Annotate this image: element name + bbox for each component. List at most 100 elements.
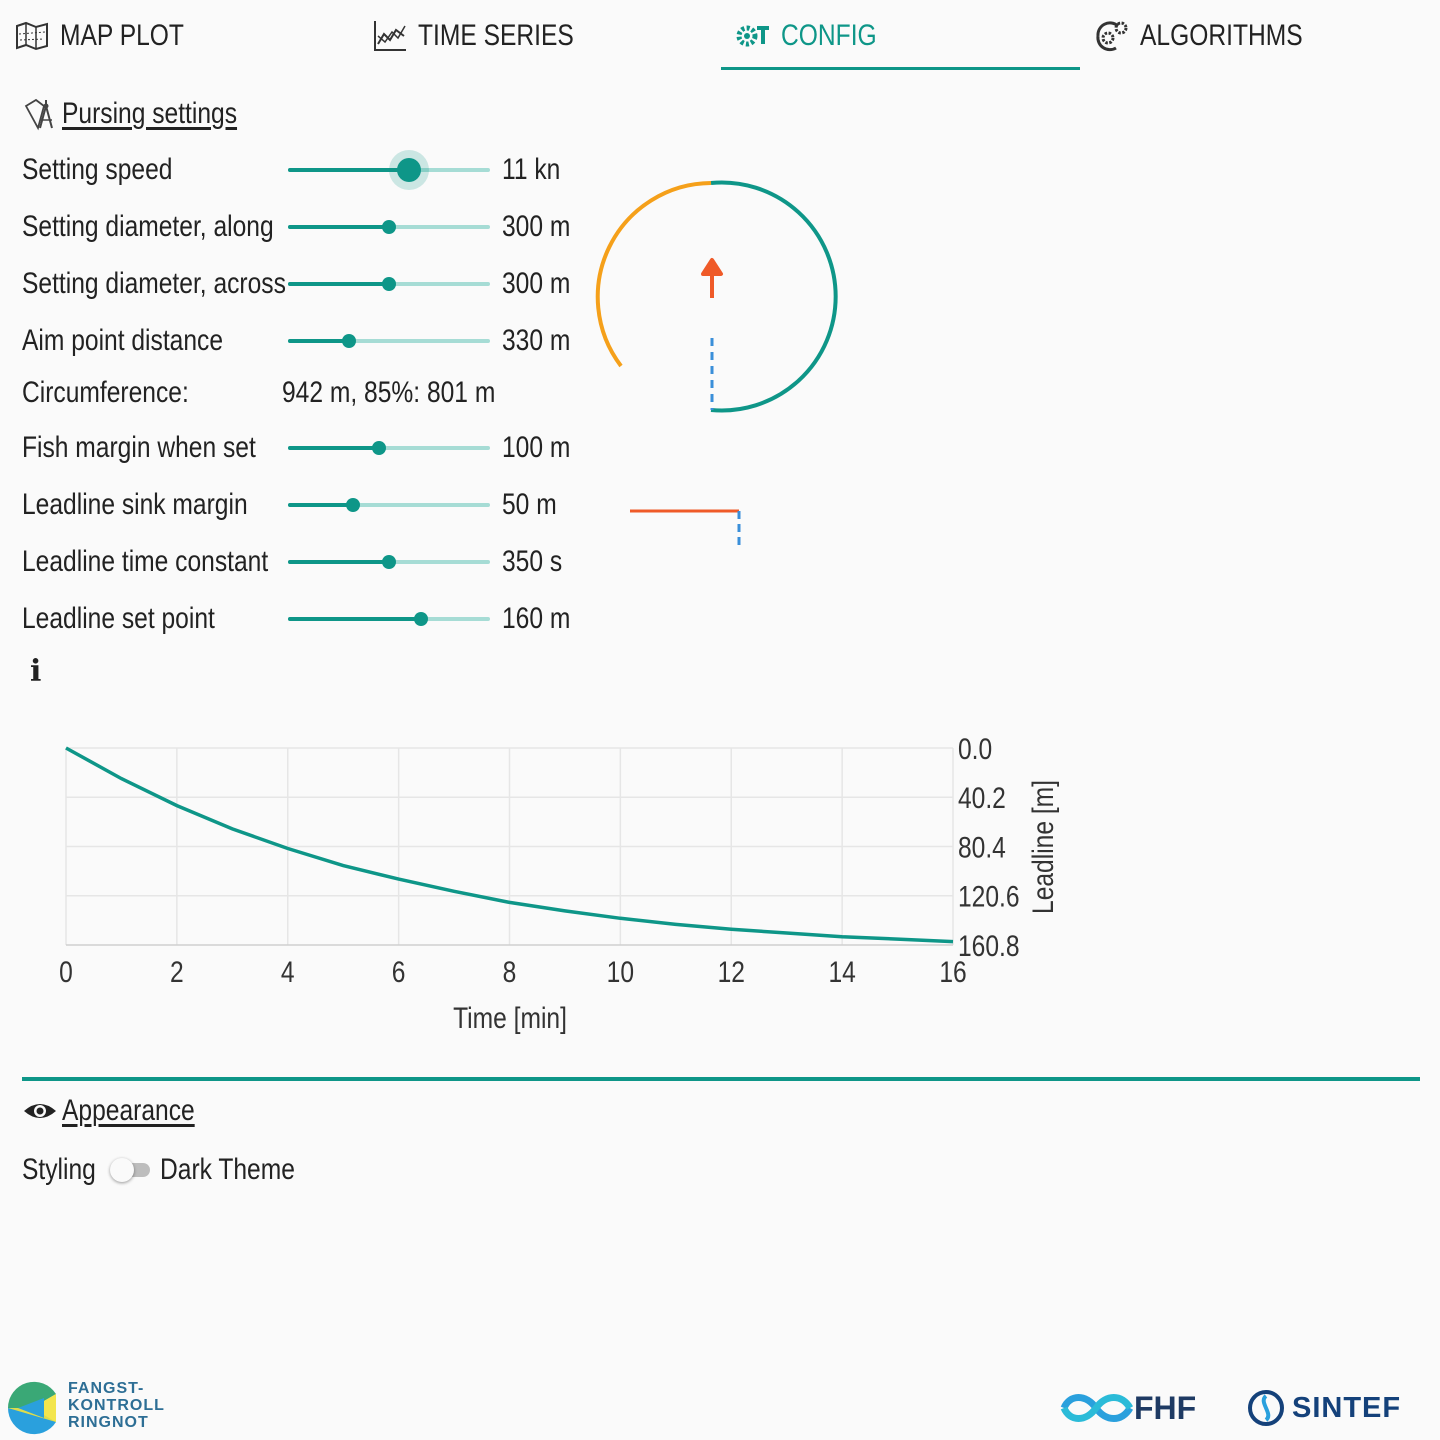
slider-thumb[interactable] [382, 220, 396, 234]
slider-fill [288, 503, 353, 507]
fk-line: FANGST- [68, 1380, 145, 1397]
tab-label: CONFIG [781, 19, 877, 52]
setting-diameter-across-row: Setting diameter, across 300 m [22, 264, 602, 304]
setting-label: Leadline set point [22, 602, 215, 635]
chart-x-label: Time [min] [453, 1001, 567, 1035]
tab-label: TIME SERIES [418, 19, 574, 52]
slider-fill [288, 560, 389, 564]
fish-margin-row: Fish margin when set 100 m [22, 428, 602, 468]
setting-value: 160 m [502, 602, 571, 635]
slider-fill [288, 446, 379, 450]
y-tick-label: 80.4 [958, 830, 1006, 864]
eye-icon [24, 1104, 56, 1118]
circumference-value: 942 m, 85%: 801 m [282, 376, 496, 409]
tab-config[interactable]: CONFIG [735, 14, 898, 58]
setting-diagram [595, 180, 838, 547]
appearance-header: Appearance [22, 1093, 224, 1129]
setting-label: Aim point distance [22, 324, 224, 357]
slider-thumb[interactable] [382, 555, 396, 569]
leadline-sink-margin-row: Leadline sink margin 50 m [22, 485, 602, 525]
setting-diameter-along-slider[interactable] [288, 220, 490, 234]
appearance-title[interactable]: Appearance [62, 1094, 195, 1127]
fk-line: RINGNOT [68, 1414, 149, 1431]
fhf-text: FHF [1134, 1390, 1197, 1426]
fish-margin-slider[interactable] [288, 441, 490, 455]
slider-thumb[interactable] [371, 441, 386, 455]
fhf-mark-icon [1060, 1394, 1134, 1422]
chart-y-ticks: 0.0 40.2 80.4 120.6 160.8 [958, 732, 1020, 963]
slider-thumb[interactable] [414, 612, 429, 626]
slider-fill [288, 168, 410, 172]
gears-icon [736, 25, 769, 47]
y-tick-label: 160.8 [958, 929, 1020, 963]
y-tick-label: 0.0 [958, 732, 992, 766]
slider-thumb[interactable] [341, 334, 356, 348]
pursing-settings-header: Pursing settings [22, 96, 275, 132]
tab-time-series[interactable]: TIME SERIES [372, 14, 608, 58]
slider-fill [288, 225, 389, 229]
sintef-logo: SINTEF [1246, 1388, 1426, 1428]
setting-value: 50 m [502, 488, 557, 521]
x-tick-label: 0 [59, 955, 73, 989]
setting-value: 11 kn [502, 153, 561, 186]
sintef-mark-icon [1248, 1390, 1284, 1426]
x-tick-label: 16 [939, 955, 966, 989]
setting-label: Leadline sink margin [22, 488, 248, 521]
section-divider [22, 1077, 1420, 1081]
x-tick-label: 2 [170, 955, 184, 989]
fk-line: KONTROLL [68, 1397, 165, 1414]
tab-bar: MAP PLOT TIME SERIES CONFIG ALGORITHMS [0, 0, 1440, 72]
pursing-settings-title[interactable]: Pursing settings [62, 97, 238, 130]
slider-fill [288, 339, 349, 343]
x-tick-label: 12 [718, 955, 745, 989]
sintef-text: SINTEF [1292, 1392, 1402, 1424]
aim-point-distance-slider[interactable] [288, 334, 490, 348]
map-icon [16, 21, 48, 51]
styling-row: Styling Dark Theme [22, 1150, 422, 1190]
net-arc-orange [595, 181, 712, 368]
net-arc-teal [710, 180, 838, 413]
slider-thumb[interactable] [397, 158, 422, 182]
circumference-label: Circumference: [22, 376, 189, 409]
x-tick-label: 8 [503, 955, 517, 989]
tab-label: MAP PLOT [60, 19, 184, 52]
x-tick-label: 10 [607, 955, 634, 989]
slider-thumb[interactable] [345, 498, 360, 512]
tab-algorithms[interactable]: ALGORITHMS [1094, 14, 1338, 58]
setting-speed-row: Setting speed 11 kn [22, 150, 602, 190]
fangstkontroll-logo: FANGST- KONTROLL RINGNOT [4, 1380, 194, 1436]
setting-value: 300 m [502, 267, 571, 300]
dark-theme-label: Dark Theme [160, 1153, 295, 1186]
tab-map-plot[interactable]: MAP PLOT [14, 14, 211, 58]
setting-diameter-along-row: Setting diameter, along 300 m [22, 207, 602, 247]
aim-point-distance-row: Aim point distance 330 m [22, 321, 602, 361]
setting-value: 100 m [502, 431, 571, 464]
setting-label: Fish margin when set [22, 431, 256, 464]
leadline-series-line [65, 746, 954, 944]
active-tab-indicator [721, 67, 1080, 70]
leadline-sink-margin-slider[interactable] [288, 498, 490, 512]
dark-theme-toggle[interactable] [110, 1158, 152, 1182]
y-tick-label: 40.2 [958, 781, 1006, 815]
x-tick-label: 14 [828, 955, 855, 989]
slider-thumb[interactable] [382, 277, 396, 291]
circumference-row: Circumference: 942 m, 85%: 801 m [22, 373, 602, 413]
styling-label: Styling [22, 1153, 96, 1186]
cog-brain-icon [1096, 21, 1128, 52]
setting-label: Leadline time constant [22, 545, 269, 578]
setting-speed-slider[interactable] [288, 158, 490, 182]
setting-diameter-across-slider[interactable] [288, 277, 490, 291]
leadline-chart: 0 2 4 6 8 10 12 14 16 0.0 40.2 80.4 120.6 160.8 Time… [59, 732, 1060, 1035]
info-icon[interactable]: i [30, 654, 42, 689]
fangstkontroll-text: FANGST- KONTROLL RINGNOT [68, 1380, 165, 1431]
leadline-time-constant-row: Leadline time constant 350 s [22, 542, 602, 582]
fangstkontroll-mark-icon [7, 1381, 57, 1435]
slider-fill [288, 617, 422, 621]
leadline-set-point-slider[interactable] [288, 612, 490, 626]
drafting-compass-icon [24, 98, 53, 131]
leadline-time-constant-slider[interactable] [288, 555, 490, 569]
chart-y-label: Leadline [m] [1026, 780, 1060, 914]
setting-value: 350 s [502, 545, 563, 578]
slider-fill [288, 282, 389, 286]
x-tick-label: 4 [281, 955, 295, 989]
